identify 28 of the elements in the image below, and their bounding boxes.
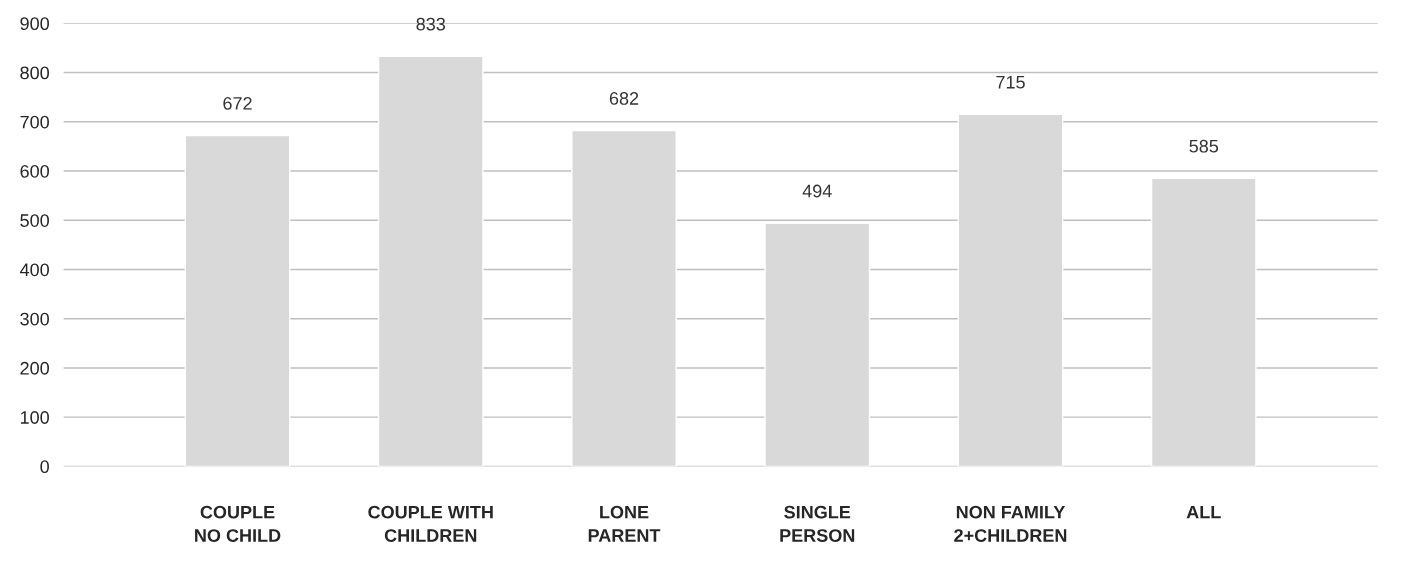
x-tick-label: LONE PARENT [588,505,661,542]
y-tick-label: 900 [20,17,49,31]
bar [571,129,677,467]
bar [764,222,871,467]
data-label: 585 [1189,139,1219,153]
y-tick-label: 100 [20,411,49,424]
x-tick-label: SINGLE PERSON [780,505,855,542]
data-label: 672 [223,96,252,110]
bar [957,113,1064,467]
bar [184,134,291,467]
x-tick-label: COUPLE WITH CHILDREN [368,505,493,542]
y-tick-label: 800 [20,66,49,80]
x-tick-label: NON FAMILY 2+CHILDREN [954,505,1067,542]
data-label: 833 [416,17,446,31]
x-tick-label: ALL [1186,505,1221,519]
y-tick-label: 600 [20,164,49,178]
data-label: 682 [609,92,639,105]
data-label: 715 [996,76,1025,89]
y-tick-label: 200 [20,361,49,375]
bar [377,55,484,467]
y-tick-label: 300 [20,312,49,326]
y-tick-label: 0 [40,460,49,474]
y-tick-label: 700 [20,115,49,129]
data-label: 494 [802,184,832,198]
bar [1150,177,1257,467]
x-tick-label: COUPLE NO CHILD [195,505,281,542]
y-tick-label: 500 [20,214,49,227]
y-tick-label: 400 [19,263,49,277]
